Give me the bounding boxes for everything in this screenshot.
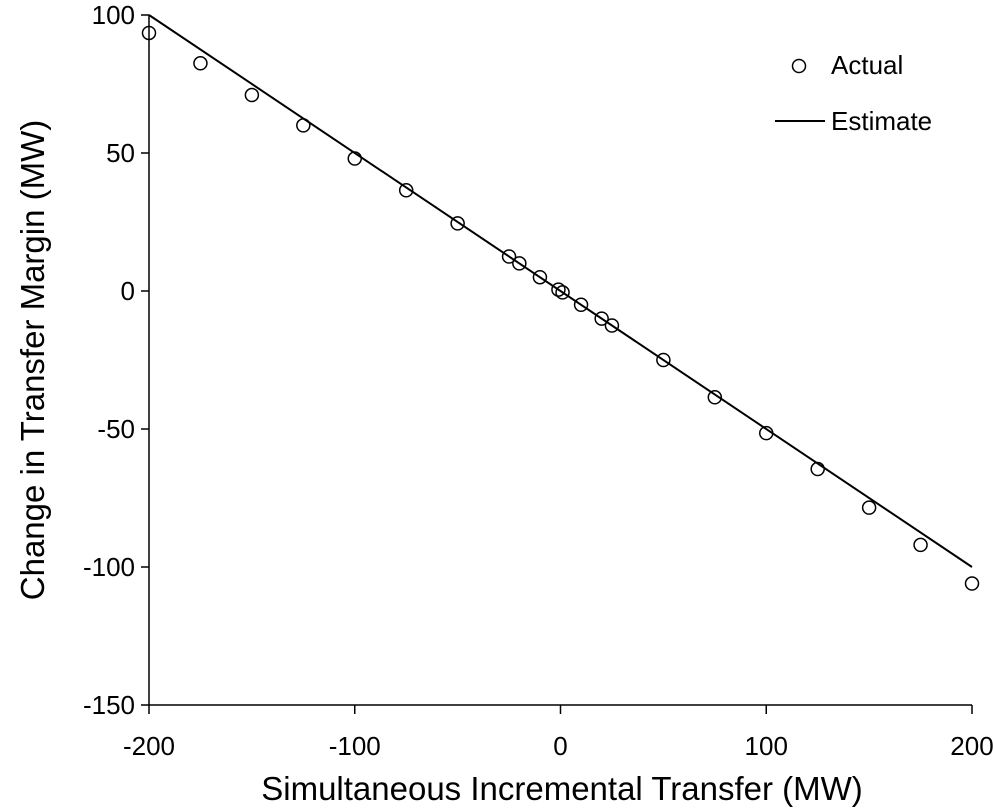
y-tick-label: 0 <box>121 276 135 306</box>
actual-data-point <box>861 500 877 515</box>
legend: Actual Estimate <box>775 50 932 136</box>
x-tick-label: 200 <box>950 731 993 761</box>
actual-data-point <box>296 118 311 133</box>
legend-estimate-label: Estimate <box>831 106 932 136</box>
actual-data-point <box>810 461 825 477</box>
actual-data-point <box>193 56 208 71</box>
x-axis-title: Simultaneous Incremental Transfer (MW) <box>261 770 863 807</box>
estimate-line <box>148 14 973 568</box>
actual-data-point <box>532 269 548 285</box>
y-tick-label: -50 <box>97 414 135 444</box>
actual-data-point <box>573 297 589 313</box>
estimate-series-line <box>148 14 973 568</box>
y-tick-label: -100 <box>83 552 135 582</box>
actual-data-point <box>398 183 414 198</box>
actual-data-point <box>141 25 157 41</box>
actual-data-point <box>707 390 723 405</box>
y-tick-label: 100 <box>92 0 135 30</box>
x-tick-label: 100 <box>745 731 788 761</box>
actual-data-point <box>450 216 465 231</box>
x-tick-label: 0 <box>553 731 567 761</box>
actual-data-point <box>594 311 609 326</box>
actual-data-point <box>656 352 671 368</box>
actual-data-point <box>512 256 527 271</box>
actual-data-point <box>913 537 928 553</box>
y-ticks: 100 50 0 -50 -100 -150 <box>83 0 149 720</box>
actual-data-point <box>555 285 570 300</box>
actual-data-point <box>759 425 774 441</box>
y-tick-label: -150 <box>83 690 135 720</box>
actual-data-point <box>347 151 362 166</box>
legend-actual-marker-icon <box>791 58 807 74</box>
x-tick-label: -200 <box>123 731 175 761</box>
actual-data-point <box>501 249 517 264</box>
actual-data-point <box>244 87 260 103</box>
y-axis-title: Change in Transfer Margin (MW) <box>14 120 51 600</box>
legend-actual-label: Actual <box>831 50 903 80</box>
actual-data-point <box>551 282 566 297</box>
actual-data-point <box>604 318 620 333</box>
actual-points <box>141 25 980 591</box>
x-ticks: -200 -100 0 100 200 <box>123 705 993 761</box>
y-tick-label: 50 <box>106 138 135 168</box>
x-tick-label: -100 <box>329 731 381 761</box>
actual-data-point <box>964 576 980 591</box>
